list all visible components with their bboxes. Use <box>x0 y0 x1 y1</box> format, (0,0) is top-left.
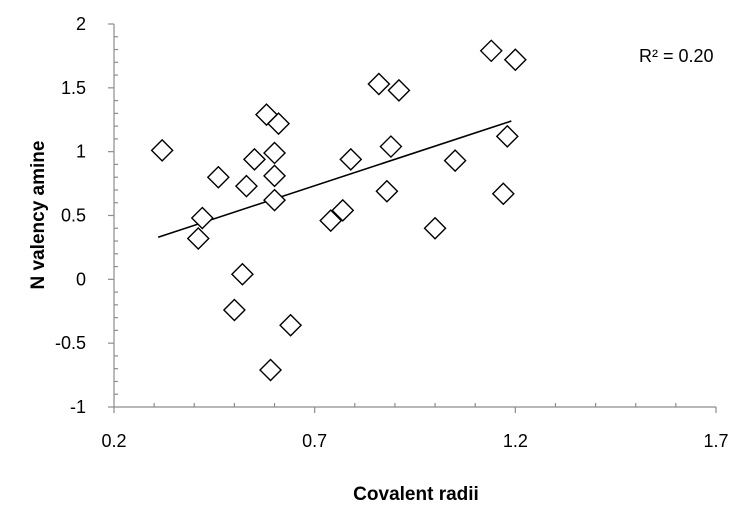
data-point-diamond <box>279 313 303 337</box>
x-tick-label: 1.7 <box>703 431 728 451</box>
tick-marks <box>108 23 717 413</box>
data-point-diamond <box>479 39 503 63</box>
data-point-diamond <box>331 198 355 222</box>
r-squared-annotation: R² = 0.20 <box>639 46 714 66</box>
data-point-diamond <box>503 48 527 72</box>
data-point-diamond <box>367 72 391 96</box>
data-point-diamond <box>443 149 467 173</box>
y-tick-label: 0 <box>76 269 86 289</box>
data-point-diamond <box>495 124 519 148</box>
y-tick-label: 1.5 <box>61 78 86 98</box>
data-point-diamond <box>186 226 210 250</box>
data-point-diamond <box>263 164 287 188</box>
data-point-diamond <box>242 147 266 171</box>
data-point-diamond <box>234 174 258 198</box>
data-point-diamond <box>339 147 363 171</box>
data-point-diamond <box>190 206 214 230</box>
data-points <box>150 39 527 382</box>
data-point-diamond <box>263 188 287 212</box>
y-tick-label: 2 <box>76 14 86 34</box>
data-point-diamond <box>375 179 399 203</box>
trendline <box>157 120 512 238</box>
x-axis-title: Covalent radii <box>353 484 479 505</box>
data-point-diamond <box>230 262 254 286</box>
x-tick-labels: 0.2 0.7 1.2 1.7 <box>101 431 728 451</box>
x-tick-label: 1.2 <box>503 431 528 451</box>
data-point-diamond <box>423 216 447 240</box>
data-point-diamond <box>491 182 515 206</box>
data-point-diamond <box>267 112 291 136</box>
data-point-diamond <box>263 141 287 165</box>
data-point-diamond <box>150 138 174 162</box>
data-point-diamond <box>319 209 343 233</box>
y-axis-title: N valency amine <box>28 141 49 290</box>
x-tick-label: 0.7 <box>302 431 327 451</box>
y-tick-label: -1 <box>70 397 86 417</box>
data-point-diamond <box>259 358 283 382</box>
data-point-diamond <box>379 135 403 159</box>
y-tick-label: -0.5 <box>55 333 86 353</box>
data-point-diamond <box>206 165 230 189</box>
y-tick-label: 0.5 <box>61 206 86 226</box>
y-tick-label: 1 <box>76 142 86 162</box>
data-point-diamond <box>222 298 246 322</box>
data-point-diamond <box>387 78 411 102</box>
x-tick-label: 0.2 <box>101 431 126 451</box>
y-tick-labels: -1 -0.5 0 0.5 1 1.5 2 <box>55 14 86 417</box>
trendline-layer <box>157 120 512 238</box>
